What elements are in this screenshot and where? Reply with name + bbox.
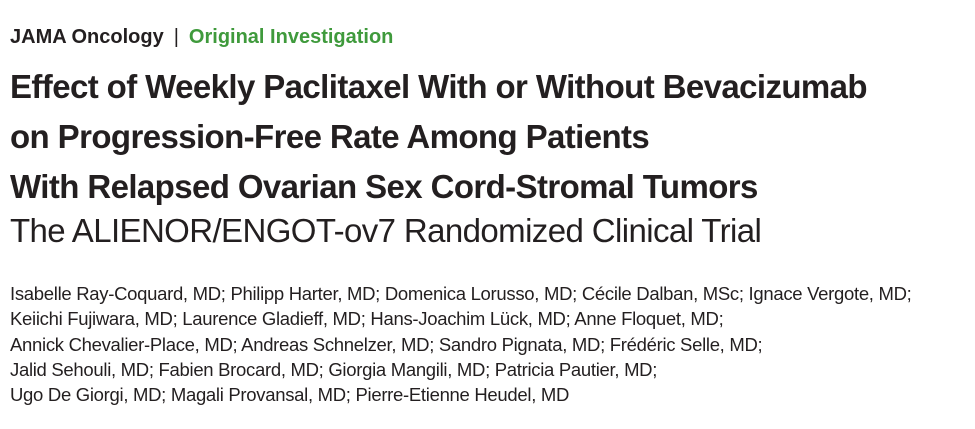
title-line: on Progression-Free Rate Among Patients [10, 118, 650, 155]
kicker: JAMA Oncology | Original Investigation [10, 26, 393, 49]
title-line: Effect of Weekly Paclitaxel With or With… [10, 68, 868, 105]
author-line: Annick Chevalier-Place, MD; Andreas Schn… [10, 333, 763, 355]
article-section: Original Investigation [188, 26, 394, 48]
separator: | [173, 26, 179, 48]
journal-name: JAMA Oncology [10, 26, 164, 48]
author-line: Isabelle Ray-Coquard, MD; Philipp Harter… [10, 283, 912, 304]
author-line: Ugo De Giorgi, MD; Magali Provansal, MD;… [10, 384, 570, 406]
title-line: With Relapsed Ovarian Sex Cord-Stromal T… [10, 168, 758, 205]
subtitle: The ALIENOR/ENGOT-ov7 Randomized Clinica… [10, 212, 762, 249]
author-line: Keiichi Fujiwara, MD; Laurence Gladieff,… [10, 308, 724, 330]
author-line: Jalid Sehouli, MD; Fabien Brocard, MD; G… [10, 358, 658, 380]
